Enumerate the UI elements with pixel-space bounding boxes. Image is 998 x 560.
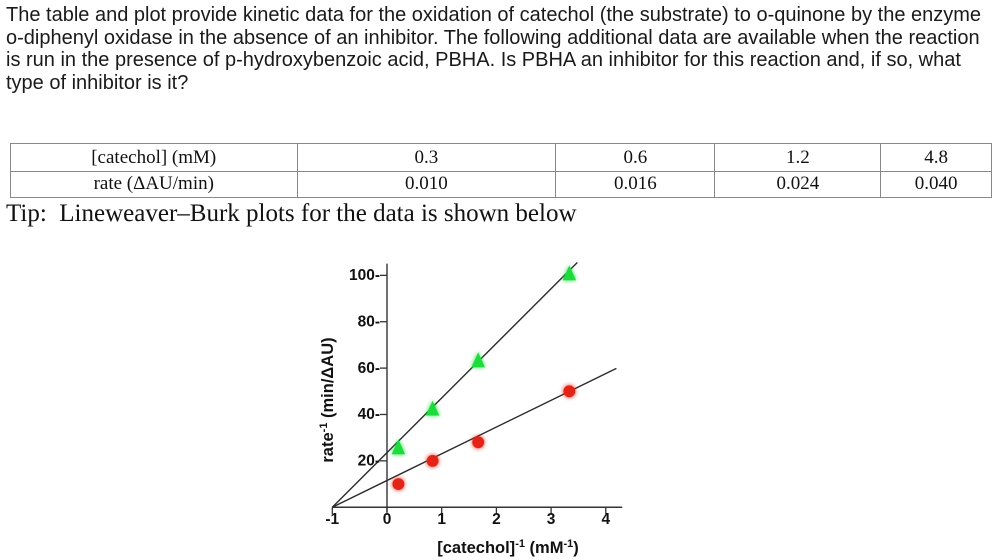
svg-text:0: 0 — [383, 511, 392, 528]
svg-text:3: 3 — [547, 511, 556, 528]
svg-text:80-: 80- — [358, 313, 380, 330]
svg-text:20-: 20- — [358, 453, 380, 470]
svg-text:rate-1 (min/ΔAU): rate-1 (min/ΔAU) — [318, 337, 337, 462]
svg-text:60-: 60- — [358, 360, 380, 377]
svg-text:-1: -1 — [325, 511, 339, 528]
svg-text:40-: 40- — [358, 406, 380, 423]
svg-text:1: 1 — [437, 511, 446, 528]
svg-text:4: 4 — [601, 511, 610, 528]
svg-text:[catechol]-1 (mM-1): [catechol]-1 (mM-1) — [437, 538, 579, 557]
svg-text:2: 2 — [492, 511, 501, 528]
svg-text:100-: 100- — [349, 267, 380, 284]
